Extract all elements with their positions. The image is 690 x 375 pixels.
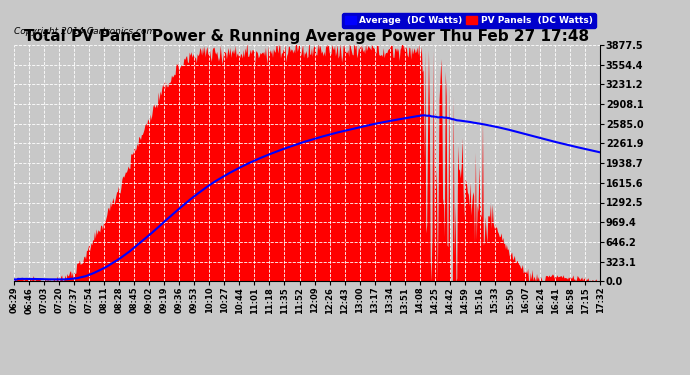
Text: Copyright 2014 Cartronics.com: Copyright 2014 Cartronics.com bbox=[14, 27, 155, 36]
Title: Total PV Panel Power & Running Average Power Thu Feb 27 17:48: Total PV Panel Power & Running Average P… bbox=[24, 29, 590, 44]
Legend: Average  (DC Watts), PV Panels  (DC Watts): Average (DC Watts), PV Panels (DC Watts) bbox=[342, 13, 595, 28]
